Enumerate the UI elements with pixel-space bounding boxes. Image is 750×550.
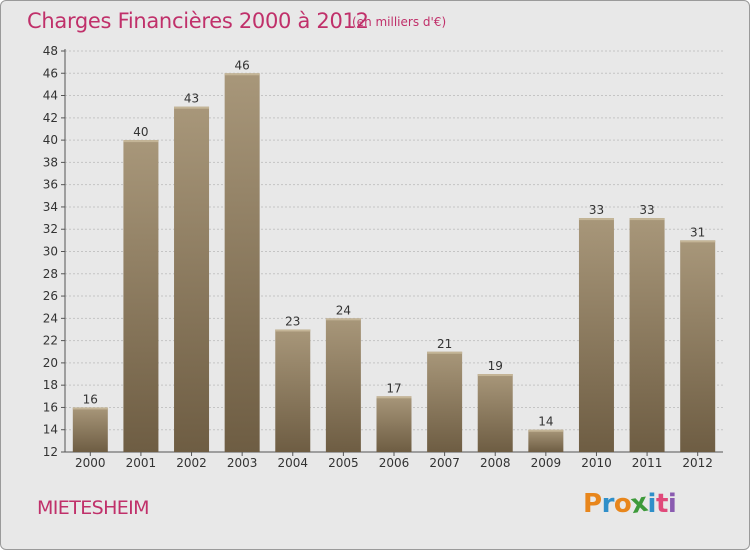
- x-tick-label: 2005: [328, 456, 359, 470]
- logo-letter: P: [583, 489, 602, 519]
- bar: [528, 429, 564, 452]
- data-label: 17: [386, 381, 401, 395]
- y-tick-label: 34: [43, 200, 58, 214]
- x-tick-label: 2009: [531, 456, 562, 470]
- y-tick-label: 48: [43, 44, 58, 58]
- bar: [325, 318, 361, 452]
- bar: [275, 329, 311, 452]
- logo-letter: i: [667, 489, 677, 519]
- y-tick-label: 30: [43, 245, 58, 259]
- bar-top-edge: [477, 374, 513, 377]
- data-label: 14: [538, 415, 553, 429]
- bar-top-edge: [427, 351, 463, 354]
- bar: [629, 218, 665, 452]
- x-tick-label: 2004: [277, 456, 308, 470]
- data-label: 24: [336, 303, 351, 317]
- data-label: 43: [184, 92, 199, 106]
- y-tick-label: 14: [43, 423, 58, 437]
- y-tick-label: 40: [43, 133, 58, 147]
- x-tick-label: 2006: [379, 456, 410, 470]
- bar: [72, 407, 108, 452]
- bar-top-edge: [123, 140, 159, 143]
- bar-top-edge: [629, 218, 665, 221]
- bar-top-edge: [376, 396, 412, 399]
- bar: [477, 374, 513, 452]
- y-tick-label: 18: [43, 378, 58, 392]
- proxiti-logo: Proxiti: [583, 488, 677, 520]
- logo-letter: i: [647, 489, 657, 519]
- y-tick-label: 46: [43, 66, 58, 80]
- bar-top-edge: [680, 240, 716, 243]
- bar: [224, 73, 260, 453]
- y-tick-label: 44: [43, 89, 58, 103]
- y-tick-label: 36: [43, 178, 58, 192]
- data-label: 46: [235, 58, 250, 72]
- grid-lines: [65, 50, 723, 431]
- x-tick-label: 2010: [581, 456, 612, 470]
- bar-top-edge: [528, 429, 564, 432]
- x-tick-label: 2011: [632, 456, 663, 470]
- y-tick-label: 32: [43, 222, 58, 236]
- bar-top-edge: [275, 329, 311, 332]
- bar-top-edge: [224, 73, 260, 76]
- data-label: 33: [639, 203, 654, 217]
- y-tick-label: 16: [43, 400, 58, 414]
- bar-top-edge: [174, 106, 210, 109]
- chart-subtitle: (en milliers d'€): [352, 15, 447, 29]
- data-label: 21: [437, 337, 452, 351]
- data-label: 23: [285, 314, 300, 328]
- x-tick-label: 2012: [682, 456, 713, 470]
- bar: [123, 140, 159, 452]
- bar-top-edge: [578, 218, 614, 221]
- y-tick-label: 12: [43, 445, 58, 459]
- y-tick-label: 28: [43, 267, 58, 281]
- bar: [427, 351, 463, 452]
- chart-title: Charges Financières 2000 à 2012: [27, 9, 369, 33]
- bar: [376, 396, 412, 452]
- data-label: 31: [690, 225, 705, 239]
- y-tick-label: 26: [43, 289, 58, 303]
- x-tick-label: 2008: [480, 456, 511, 470]
- x-tick-label: 2001: [126, 456, 157, 470]
- data-label: 19: [488, 359, 503, 373]
- y-tick-label: 22: [43, 334, 58, 348]
- logo-letter: t: [655, 489, 668, 519]
- x-tick-label: 2002: [176, 456, 207, 470]
- bar: [680, 240, 716, 452]
- x-tick-label: 2003: [227, 456, 258, 470]
- commune-name: MIETESHEIM: [37, 497, 150, 519]
- labels: 12 14 16 18 20 22 24 26 28 30 32 34 36 38 40 42 44 46 48 16…: [43, 44, 713, 470]
- y-tick-label: 20: [43, 356, 58, 370]
- y-tick-label: 38: [43, 155, 58, 169]
- x-tick-label: 2000: [75, 456, 106, 470]
- bar: [578, 218, 614, 452]
- logo-letter: o: [613, 489, 632, 519]
- data-label: 40: [133, 125, 148, 139]
- bar-top-edge: [72, 407, 108, 410]
- y-tick-label: 42: [43, 111, 58, 125]
- bar: [174, 106, 210, 452]
- y-tick-label: 24: [43, 311, 58, 325]
- x-tick-label: 2007: [429, 456, 460, 470]
- bars: [72, 73, 716, 453]
- data-label: 33: [589, 203, 604, 217]
- logo-letter: r: [601, 489, 615, 519]
- bar-top-edge: [325, 318, 361, 321]
- data-label: 16: [83, 392, 98, 406]
